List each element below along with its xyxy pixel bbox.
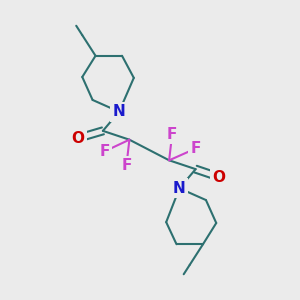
Text: O: O: [213, 169, 226, 184]
Text: F: F: [190, 141, 201, 156]
Text: F: F: [99, 144, 110, 159]
Text: N: N: [173, 181, 186, 196]
Text: F: F: [121, 158, 132, 173]
Text: N: N: [113, 104, 125, 119]
Text: F: F: [167, 127, 177, 142]
Text: O: O: [71, 131, 84, 146]
